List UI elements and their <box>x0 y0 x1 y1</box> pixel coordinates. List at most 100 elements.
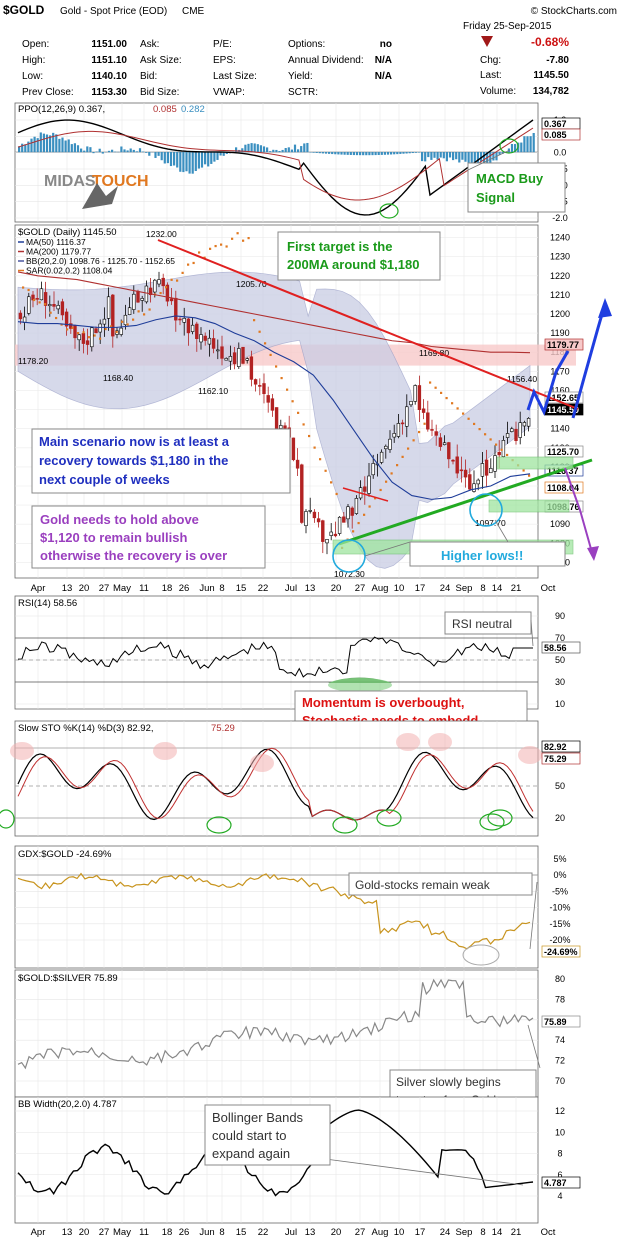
price-y-tick: 1240 <box>550 233 570 243</box>
ppo-histogram-bar <box>204 152 207 165</box>
ppo-histogram-bar <box>157 152 160 156</box>
x-axis-label: 20 <box>79 583 90 594</box>
quote-label: P/E: <box>213 39 232 50</box>
candle-body <box>388 438 392 450</box>
candle-body <box>329 531 333 536</box>
ppo-histogram-bar <box>287 147 290 153</box>
x-axis-label: 26 <box>179 583 190 594</box>
sar-dot <box>121 320 124 323</box>
ppo-histogram-bar <box>163 152 166 164</box>
candle-body <box>85 340 90 345</box>
quote-value: N/A <box>375 55 392 66</box>
ppo-histogram-bar <box>315 152 318 153</box>
sar-dot <box>423 422 426 425</box>
candle-body <box>337 516 342 534</box>
price-y-tick: 1170 <box>550 366 569 376</box>
ppo-cross-circle <box>379 203 399 219</box>
candle-body <box>510 428 514 432</box>
candle-body <box>232 352 237 365</box>
ppo-histogram-bar <box>523 136 526 153</box>
ppo-histogram-bar <box>64 140 67 153</box>
ppo-histogram-bar <box>408 152 411 154</box>
silver-y-tick: 80 <box>555 974 565 984</box>
quote-value: 1153.30 <box>91 87 127 98</box>
ppo-histogram-bar <box>411 152 414 154</box>
sar-dot <box>93 334 96 337</box>
green-support-zone <box>488 499 570 513</box>
value-badge-text: 0.367 <box>544 119 567 129</box>
ppo-histogram-bar <box>383 152 386 155</box>
hold-above-text: $1,120 to remain bullish <box>40 530 187 545</box>
sar-dot <box>99 337 102 340</box>
ppo-histogram-bar <box>390 152 393 155</box>
candle-body <box>472 483 476 492</box>
gdx-y-tick: -15% <box>549 919 570 929</box>
candle-body <box>157 279 161 285</box>
candle-body <box>127 307 132 315</box>
candle-body <box>48 304 52 307</box>
silver-y-tick: 72 <box>555 1056 565 1066</box>
candle-body <box>417 385 422 410</box>
sar-dot <box>269 353 272 357</box>
ppo-histogram-bar <box>24 144 27 153</box>
pointer-line <box>467 149 511 171</box>
x-axis-label: 10 <box>394 583 405 594</box>
candle-body <box>447 442 451 460</box>
ppo-histogram-bar <box>467 152 470 163</box>
sto-oversold-circle <box>206 816 232 834</box>
x-axis-label-bottom: Jun <box>199 1227 214 1238</box>
rsi-badge <box>541 641 581 654</box>
candle-body <box>468 474 472 490</box>
ppo-histogram-bar <box>244 144 247 153</box>
candle-body <box>312 511 317 519</box>
ppo-histogram-bar <box>241 148 244 153</box>
gdx-badge <box>541 945 581 958</box>
candle-body <box>94 328 98 334</box>
gold-silver-line <box>17 978 534 1070</box>
x-axis-label: 15 <box>236 583 247 594</box>
first-target-text: 200MA around $1,180 <box>287 257 419 272</box>
ppo-histogram-bar <box>179 152 182 172</box>
higher-lows-box <box>409 541 566 567</box>
ppo-histogram-bar <box>284 148 287 153</box>
candle-body <box>291 437 296 461</box>
value-badge-text: 1145.50 <box>547 405 579 415</box>
candle-body <box>279 425 283 429</box>
candle-body <box>434 431 438 436</box>
price-y-tick: 1200 <box>550 309 570 319</box>
candle-body <box>106 296 111 319</box>
x-axis-label-bottom: Apr <box>31 1227 46 1238</box>
blue-path-arrow <box>571 303 607 419</box>
candle-body <box>426 412 430 430</box>
sar-dot <box>352 530 355 533</box>
arrow-head-icon <box>587 546 599 561</box>
ppo-histogram-bar <box>160 152 163 161</box>
x-axis-label-bottom: 8 <box>480 1227 485 1238</box>
ppo-histogram-bar <box>414 152 417 153</box>
sar-dot <box>379 488 382 492</box>
candle-body <box>413 385 417 402</box>
sar-dot <box>297 411 300 414</box>
gdx-circle <box>462 944 500 966</box>
ppo-histogram-bar <box>148 152 151 156</box>
candle-body <box>224 358 228 361</box>
sar-dot <box>385 480 388 483</box>
x-axis-label: May <box>113 583 131 594</box>
ppo-histogram-bar <box>281 149 284 153</box>
sto-d-line <box>17 747 534 821</box>
candle-body <box>39 288 44 301</box>
x-axis-label-bottom: 26 <box>179 1227 190 1238</box>
candle-body <box>484 459 489 476</box>
ppo-value-2: 0.085 <box>153 104 177 115</box>
candle-body <box>438 437 443 447</box>
gdx-y-tick: 5% <box>553 854 566 864</box>
value-badge-text: 1152.65 <box>547 393 579 403</box>
x-axis-label-bottom: 13 <box>305 1227 316 1238</box>
sto-k-line <box>17 748 534 821</box>
sar-dot <box>82 331 85 334</box>
candle-body <box>178 318 182 321</box>
x-axis-label: 13 <box>62 583 73 594</box>
sar-dot <box>176 279 179 282</box>
ppo-line <box>17 119 534 216</box>
